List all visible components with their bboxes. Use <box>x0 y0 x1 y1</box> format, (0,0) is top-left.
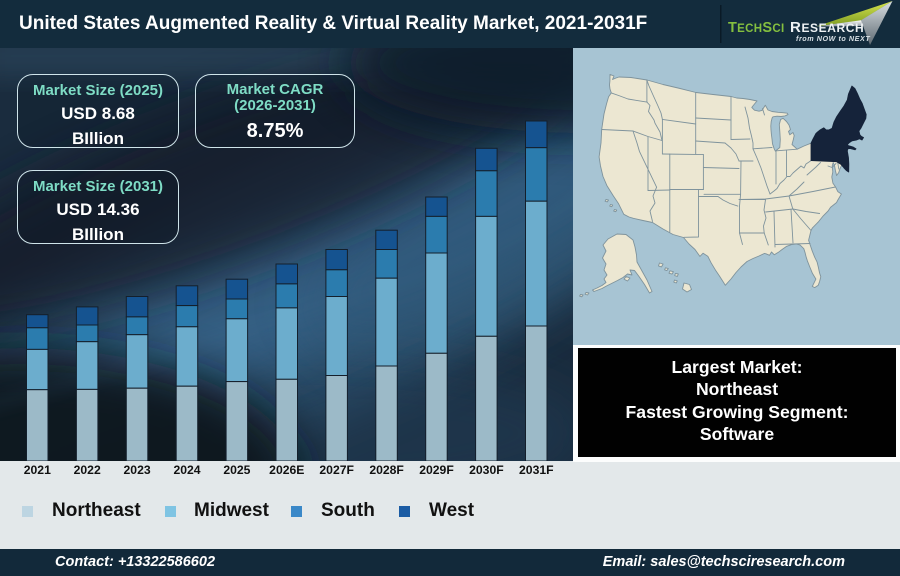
svg-text:from NOW to NEXT: from NOW to NEXT <box>796 34 870 43</box>
svg-text:RESEARCH: RESEARCH <box>790 19 864 36</box>
svg-text:TECHSCI: TECHSCI <box>728 20 784 36</box>
